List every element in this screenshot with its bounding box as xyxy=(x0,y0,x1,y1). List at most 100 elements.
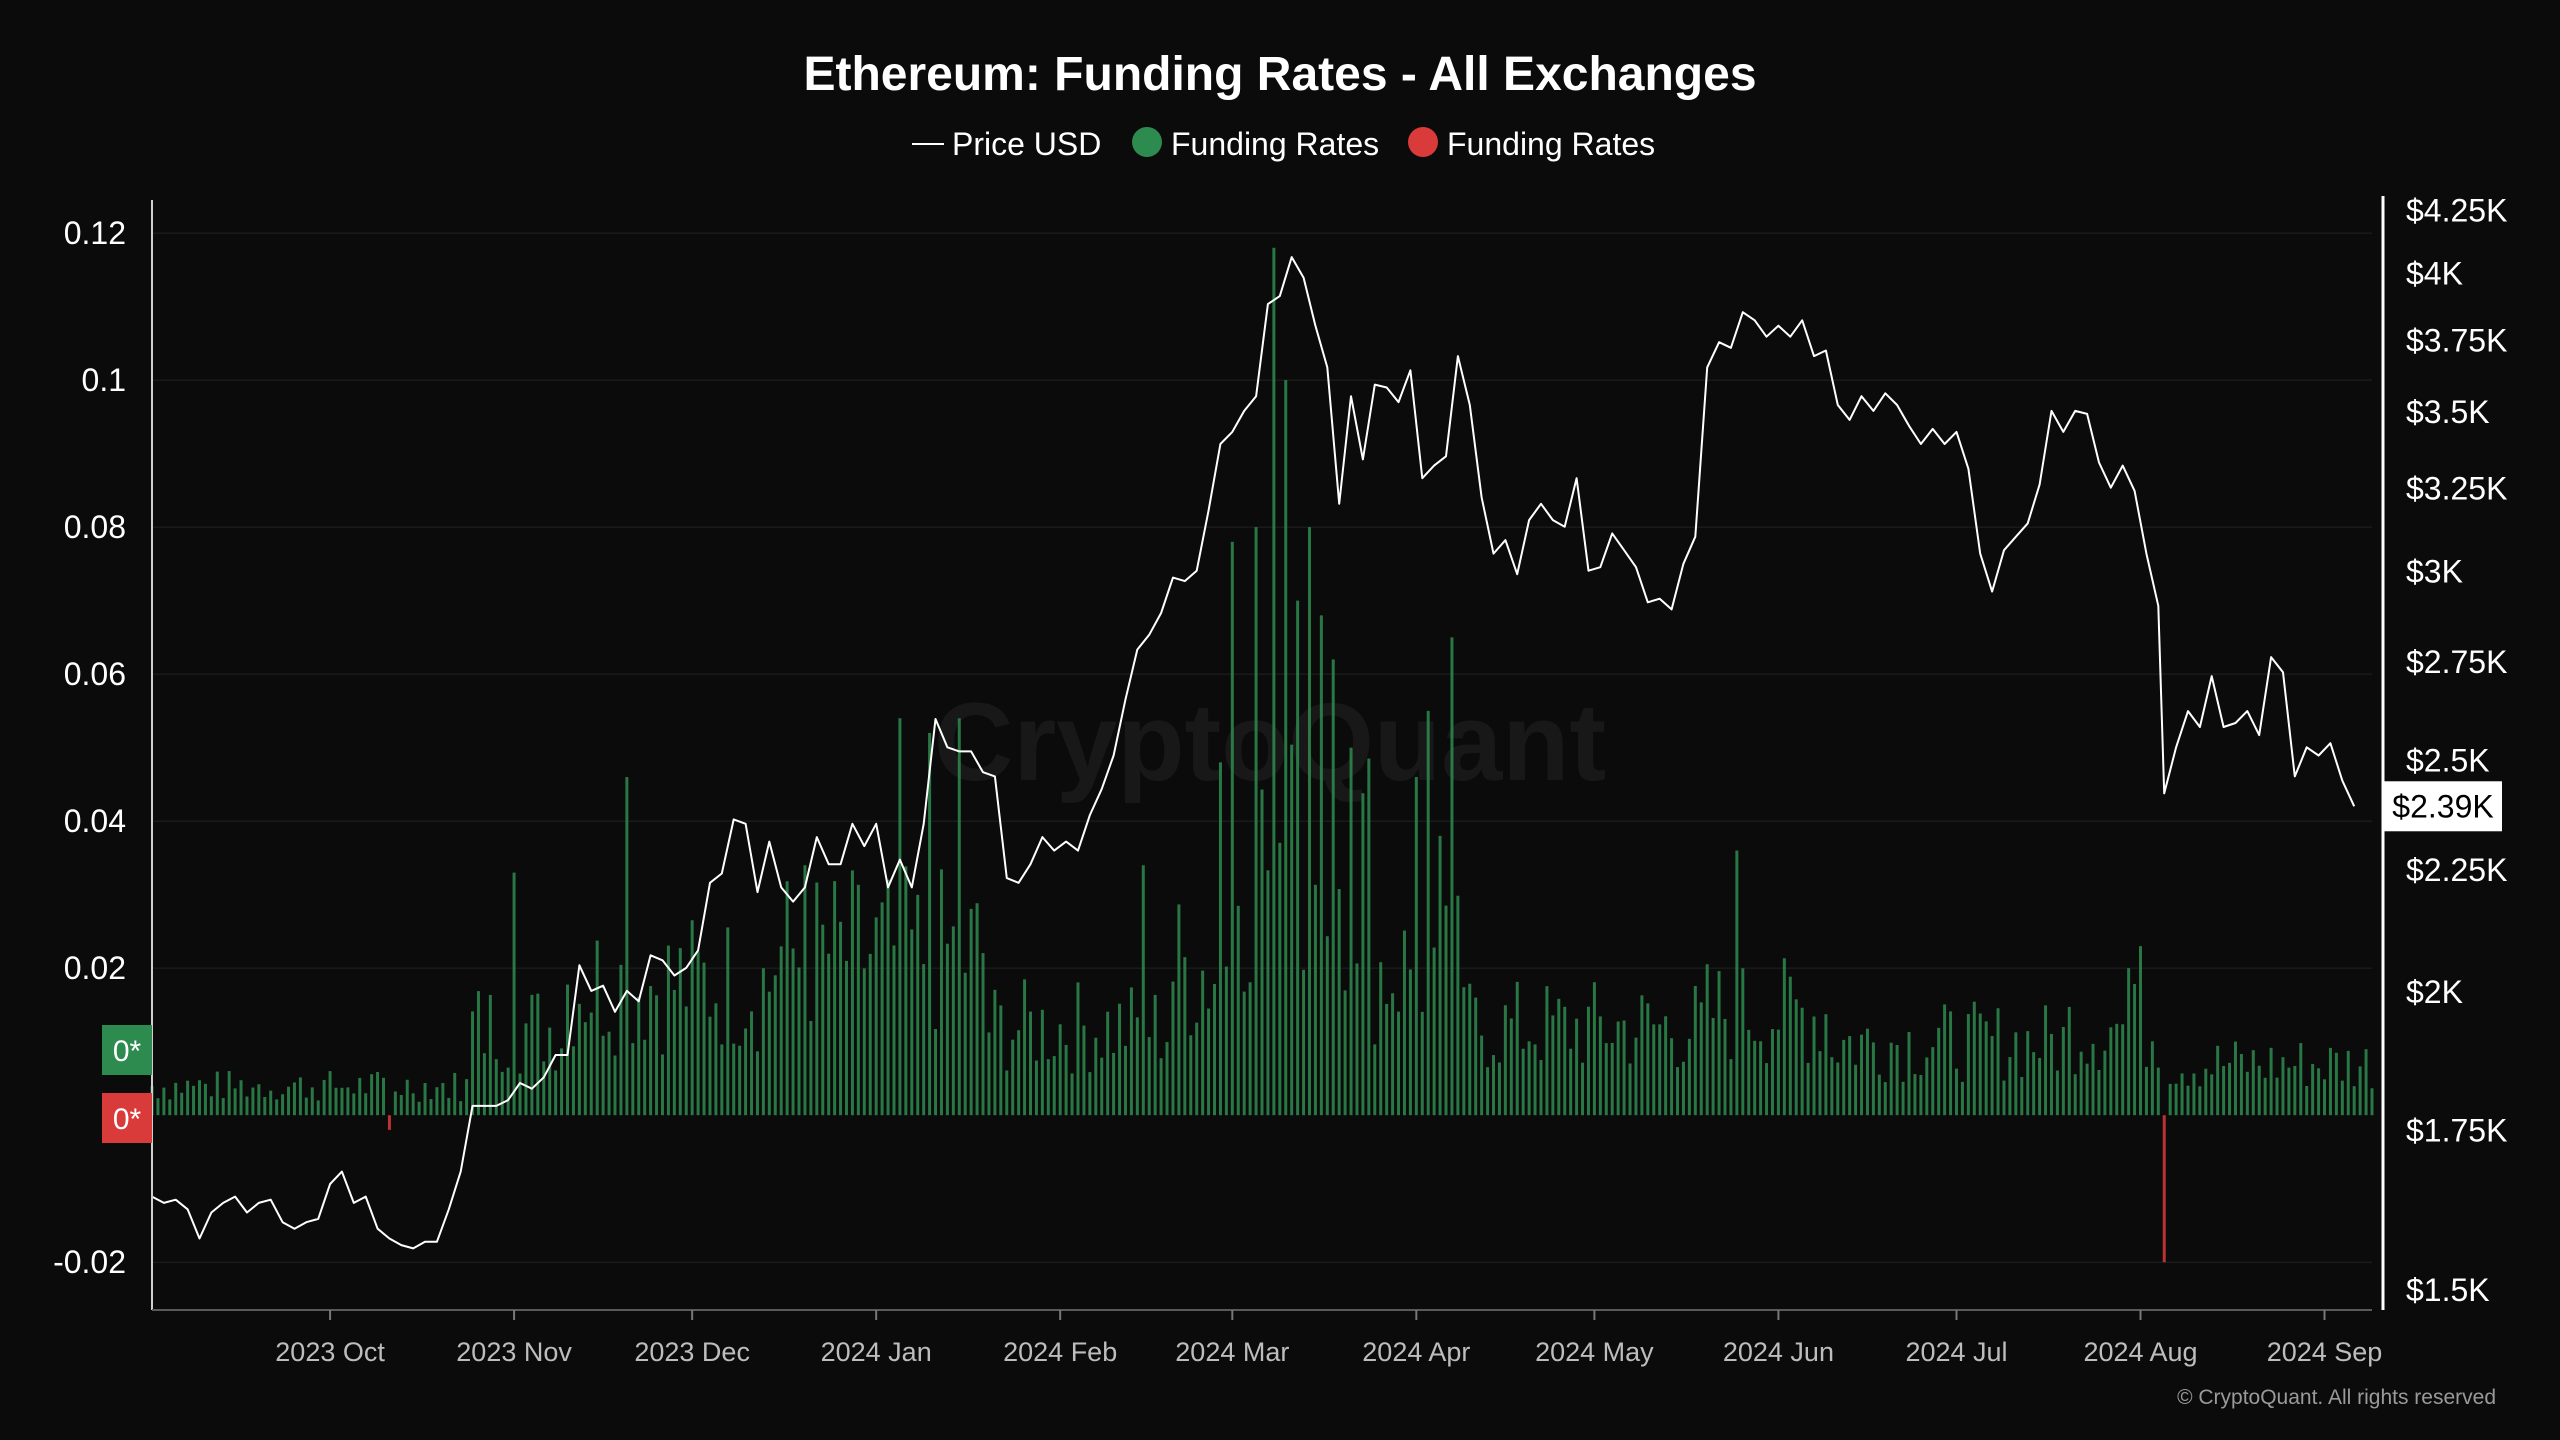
funding-rate-bar xyxy=(2228,1062,2232,1116)
funding-rate-bar xyxy=(387,1115,391,1130)
funding-rate-bar xyxy=(197,1080,201,1116)
funding-rate-bar xyxy=(1468,983,1472,1116)
right-tick-label: $2.5K xyxy=(2406,743,2490,779)
legend-funding-positive-dot-icon xyxy=(1132,127,1162,157)
funding-rate-bar xyxy=(1438,835,1442,1116)
legend-price-label[interactable]: Price USD xyxy=(952,126,1101,162)
legend-funding-negative-dot-icon xyxy=(1408,127,1438,157)
funding-rate-bar xyxy=(310,1087,314,1116)
funding-rate-bar xyxy=(755,1051,759,1116)
funding-rate-bar xyxy=(577,1003,581,1116)
funding-rate-bar xyxy=(1284,380,1288,1116)
funding-rate-bar xyxy=(2044,1005,2048,1116)
funding-rate-bar xyxy=(951,926,955,1116)
funding-rate-bar xyxy=(957,718,961,1116)
funding-rate-bar xyxy=(1907,1032,1911,1116)
funding-rate-bar xyxy=(1806,1062,1810,1116)
funding-rate-bar xyxy=(761,968,765,1116)
funding-rate-bar xyxy=(2198,1086,2202,1116)
funding-rate-bar xyxy=(1088,1072,1092,1116)
funding-rate-bar xyxy=(2299,1043,2303,1116)
funding-rate-bar xyxy=(720,1044,724,1116)
funding-rate-bar xyxy=(1676,1067,1680,1116)
funding-rate-bar xyxy=(1972,1001,1976,1116)
funding-rate-bar xyxy=(1818,1051,1822,1116)
x-tick-label: 2024 Jun xyxy=(1723,1337,1834,1367)
funding-rate-bar xyxy=(607,1031,611,1116)
funding-rate-bar xyxy=(904,866,908,1116)
funding-rate-bar xyxy=(797,967,801,1116)
funding-rate-bar xyxy=(399,1095,403,1116)
funding-rate-bar xyxy=(174,1082,178,1116)
funding-rate-bar xyxy=(2251,1050,2255,1116)
funding-rate-bar xyxy=(1183,957,1187,1116)
funding-rate-bar xyxy=(245,1096,249,1116)
right-tick-label: $3.5K xyxy=(2406,394,2490,430)
copyright-credit: © CryptoQuant. All rights reserved xyxy=(2177,1386,2496,1409)
funding-rate-bar xyxy=(554,1070,558,1116)
funding-rate-bar xyxy=(1011,1039,1015,1116)
funding-rate-bar xyxy=(2049,1033,2053,1116)
funding-rate-bar xyxy=(530,994,534,1116)
funding-rate-bar xyxy=(1836,1062,1840,1116)
funding-rate-bar xyxy=(827,953,831,1116)
funding-rate-bar xyxy=(773,975,777,1116)
funding-rate-bar xyxy=(963,972,967,1116)
funding-rate-bar xyxy=(1705,964,1709,1116)
funding-rate-bar xyxy=(1503,1005,1507,1116)
funding-rate-bar xyxy=(2133,983,2137,1116)
funding-rate-bar xyxy=(856,884,860,1116)
funding-rate-bar xyxy=(916,894,920,1116)
left-tick-label: -0.02 xyxy=(53,1244,126,1280)
zero-badge-positive xyxy=(102,1025,152,1075)
funding-rate-bar xyxy=(1711,1017,1715,1116)
funding-rate-bar xyxy=(892,945,896,1116)
funding-rate-bar xyxy=(969,908,973,1116)
funding-rate-bar xyxy=(2305,1085,2309,1116)
funding-rate-bar xyxy=(287,1086,291,1116)
funding-rate-bar xyxy=(732,1043,736,1116)
funding-rate-bar xyxy=(595,940,599,1116)
legend-funding-positive-label[interactable]: Funding Rates xyxy=(1171,126,1379,162)
funding-rate-bar xyxy=(2180,1073,2184,1116)
funding-rate-bar xyxy=(2364,1049,2368,1116)
funding-rate-bar xyxy=(1770,1029,1774,1116)
funding-rate-bar xyxy=(482,1053,486,1116)
left-tick-label: 0.02 xyxy=(64,950,126,986)
funding-rate-bar xyxy=(1426,710,1430,1116)
funding-rate-bar xyxy=(2293,1065,2297,1116)
funding-rate-bar xyxy=(275,1099,279,1116)
funding-rate-bar xyxy=(560,1048,564,1116)
funding-rate-bar xyxy=(1996,1008,2000,1116)
funding-rate-bar xyxy=(660,1054,664,1116)
funding-rate-bar xyxy=(2210,1074,2214,1116)
funding-rate-bar xyxy=(1456,895,1460,1116)
funding-rate-bar xyxy=(1937,1027,1941,1116)
funding-rate-bar xyxy=(1699,1002,1703,1116)
funding-rate-bar xyxy=(1159,1058,1163,1116)
funding-rate-bar xyxy=(898,718,902,1116)
funding-rate-bar xyxy=(2168,1083,2172,1116)
funding-rate-bar xyxy=(1337,889,1341,1116)
funding-rate-bar xyxy=(1978,1013,1982,1116)
funding-rate-bar xyxy=(1551,1015,1555,1116)
funding-rate-bar xyxy=(1207,1008,1211,1116)
funding-rate-bar xyxy=(1889,1042,1893,1116)
funding-rate-bar xyxy=(2174,1083,2178,1116)
funding-rate-bar xyxy=(233,1088,237,1116)
funding-rate-bar xyxy=(2281,1057,2285,1116)
funding-rate-bar xyxy=(2269,1047,2273,1116)
legend-funding-negative-label[interactable]: Funding Rates xyxy=(1447,126,1655,162)
funding-rate-bar xyxy=(678,948,682,1116)
funding-rate-bar xyxy=(1349,747,1353,1116)
funding-rate-bar xyxy=(2032,1052,2036,1116)
funding-rate-bar xyxy=(1052,1056,1056,1116)
funding-rate-bar xyxy=(251,1087,255,1116)
funding-rate-bar xyxy=(186,1080,190,1116)
funding-rate-bar xyxy=(168,1099,172,1116)
funding-rate-bar xyxy=(1693,985,1697,1116)
left-tick-label: 0.12 xyxy=(64,215,126,251)
funding-rate-bar xyxy=(2245,1071,2249,1116)
funding-rate-bar xyxy=(548,1027,552,1116)
